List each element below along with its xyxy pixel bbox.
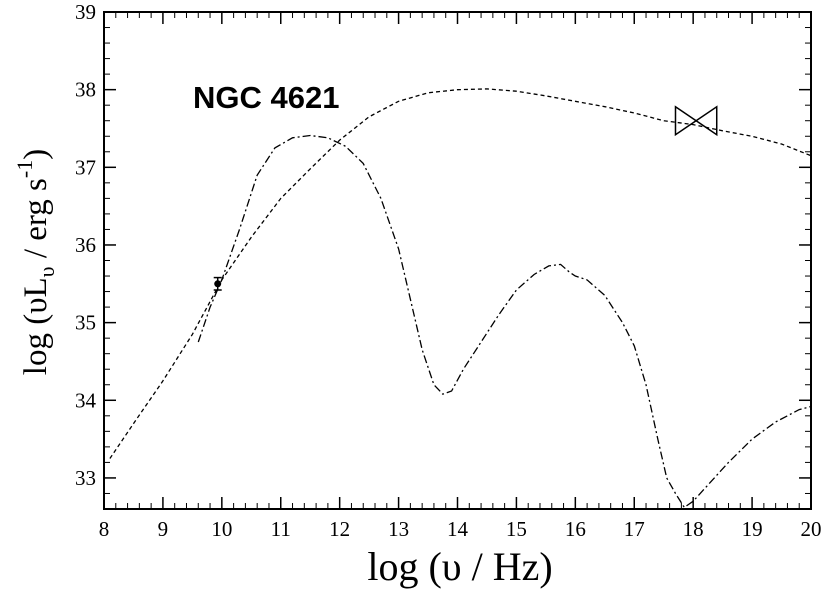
x-tick-label: 17 — [624, 517, 645, 541]
markers-layer — [213, 105, 718, 291]
x-tick-label: 11 — [271, 517, 291, 541]
xray-bowtie — [674, 105, 718, 137]
y-tick-label: 35 — [75, 311, 96, 335]
y-tick-label: 39 — [75, 0, 96, 24]
tick-labels: 8 9 10 11 12 13 14 15 16 17 18 19 20 33 34 35 36 37 38 39 — [75, 0, 822, 541]
y-tick-label: 37 — [75, 155, 96, 179]
y-axis-label-sup: -1 — [12, 160, 37, 178]
x-tick-label: 19 — [742, 517, 763, 541]
source-label: NGC 4621 — [193, 80, 339, 115]
x-axis-label: log (υ / Hz) — [367, 544, 552, 589]
y-axis-label-sub: υ — [34, 266, 59, 277]
x-tick-label: 8 — [99, 517, 110, 541]
x-tick-label: 12 — [329, 517, 350, 541]
series-line-2 — [197, 134, 812, 509]
x-tick-label: 18 — [683, 517, 704, 541]
series-line-1 — [109, 88, 812, 459]
y-tick-label: 34 — [75, 388, 97, 412]
y-axis-label-suffix: ) — [18, 149, 54, 160]
y-axis-label: log (υLυ / erg s-1) — [12, 149, 59, 375]
data-point — [214, 280, 222, 288]
y-tick-label: 33 — [75, 466, 96, 490]
y-tick-label: 38 — [75, 78, 96, 102]
y-axis-label-middle: / erg s — [18, 178, 54, 266]
series-layer — [109, 88, 812, 509]
y-tick-label: 36 — [75, 233, 96, 257]
x-tick-label: 13 — [388, 517, 409, 541]
x-tick-label: 20 — [801, 517, 822, 541]
y-axis-label-prefix: log (υL — [18, 277, 54, 375]
x-tick-label: 9 — [158, 517, 169, 541]
x-tick-label: 10 — [211, 517, 232, 541]
x-tick-label: 16 — [565, 517, 586, 541]
x-tick-label: 15 — [506, 517, 527, 541]
axis-ticks — [103, 11, 812, 510]
x-tick-label: 14 — [447, 517, 469, 541]
